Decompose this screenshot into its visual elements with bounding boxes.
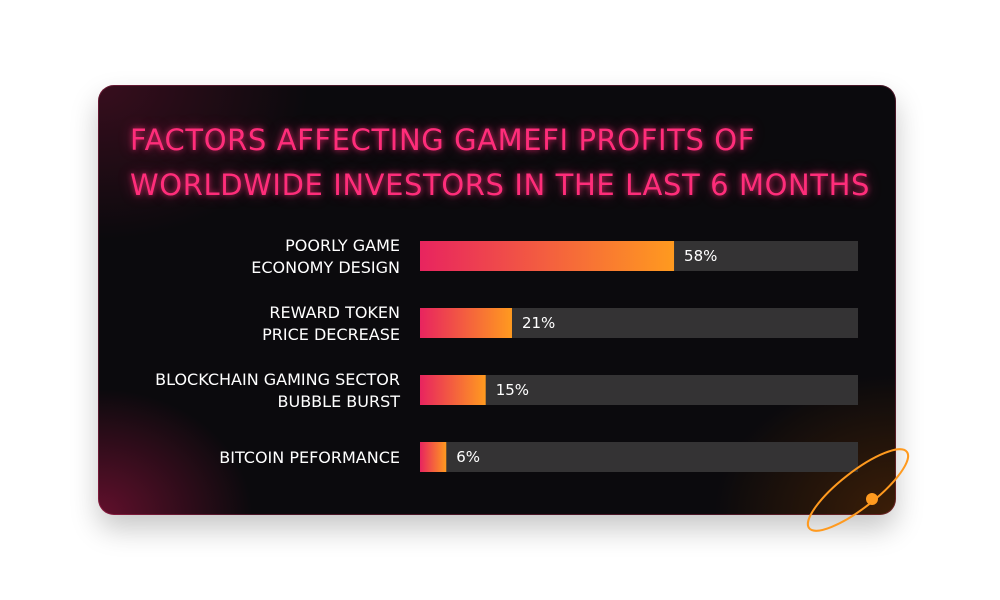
bar [420,375,486,405]
bar [420,442,447,472]
category-label: REWARD TOKEN [269,303,400,322]
bar-track [420,442,858,472]
category-label: PRICE DECREASE [262,325,400,344]
category-label: POORLY GAME [285,236,400,255]
chart-title-line-1: FACTORS AFFECTING GAMEFI PROFITS OF [130,123,755,157]
bar-value-label: 58% [684,247,717,265]
chart-card [98,85,896,515]
chart-title: FACTORS AFFECTING GAMEFI PROFITS OF WORL… [130,118,870,208]
bar-value-label: 15% [496,381,529,399]
bar-value-label: 6% [456,448,480,466]
category-label: BLOCKCHAIN GAMING SECTOR [155,370,400,389]
category-label: BITCOIN PEFORMANCE [219,448,400,467]
bar-value-label: 21% [522,314,555,332]
bar [420,308,512,338]
category-label: BUBBLE BURST [278,392,401,411]
category-label: ECONOMY DESIGN [251,258,400,277]
chart-title-line-2: WORLDWIDE INVESTORS IN THE LAST 6 MONTHS [130,168,871,202]
bar [420,241,675,271]
bar-track [420,375,858,405]
